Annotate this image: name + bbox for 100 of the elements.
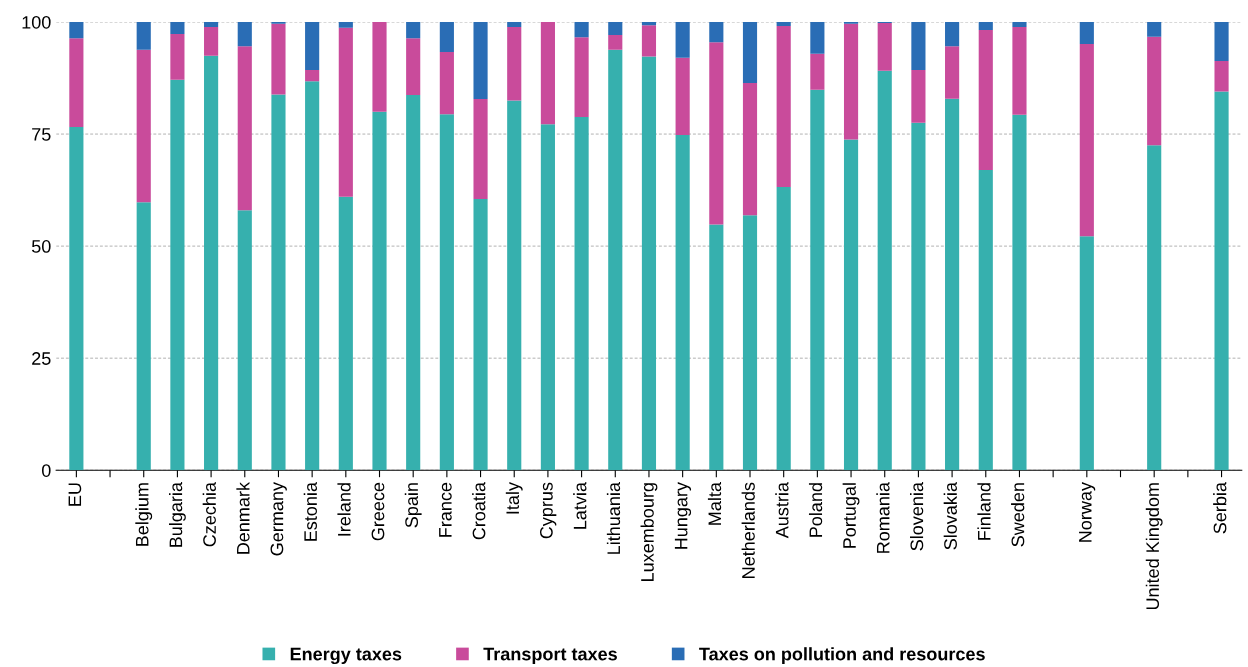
x-tick-label: Spain	[404, 483, 422, 528]
bar	[305, 81, 320, 471]
bar	[204, 26, 219, 56]
x-tick-label: Ireland	[337, 483, 351, 536]
bar	[439, 114, 454, 471]
x-tick-label: Italy	[505, 482, 523, 514]
y-tick-label: 100	[22, 15, 51, 29]
x-tick-label: Cyprus	[539, 482, 557, 539]
bar	[204, 22, 219, 27]
y-tick-label: 25	[32, 352, 51, 365]
x-tick-label: Estonia	[303, 482, 317, 541]
bar	[170, 22, 185, 35]
bar	[978, 169, 993, 471]
bar	[1079, 236, 1094, 471]
bar	[641, 22, 657, 26]
bar	[439, 52, 454, 115]
bar	[641, 25, 657, 57]
bar	[709, 224, 724, 471]
x-tick-label: Poland	[808, 483, 823, 537]
x-tick-label: Denmark	[236, 482, 250, 554]
bar	[742, 215, 758, 471]
bar	[372, 22, 387, 112]
bar	[574, 22, 589, 38]
x-tick-label: Bulgaria	[169, 482, 186, 547]
bar	[675, 134, 690, 471]
x-tick-label: Slovenia	[910, 482, 924, 551]
bar	[1214, 22, 1229, 62]
bar	[136, 22, 151, 50]
x-tick-label: France	[439, 482, 452, 537]
x-tick-label: Sweden	[1011, 483, 1025, 547]
bar	[1147, 36, 1162, 146]
bar	[776, 26, 791, 187]
bar	[237, 46, 252, 211]
bar	[1079, 22, 1094, 44]
bar	[911, 69, 926, 123]
x-tick-label: Belgium	[135, 483, 153, 546]
x-tick-label: Romania	[876, 482, 890, 553]
bar	[540, 124, 555, 471]
x-tick-label: United Kingdom	[1145, 483, 1163, 610]
bar	[507, 22, 522, 27]
bar	[1214, 91, 1229, 471]
bar	[742, 22, 758, 83]
x-tick-label: Serbia	[1213, 482, 1227, 534]
bar	[1012, 114, 1027, 471]
bar	[305, 69, 320, 82]
bar	[338, 27, 353, 197]
x-tick-label: Slovakia	[943, 482, 957, 550]
x-tick-label: Austria	[775, 482, 789, 539]
x-tick-label: EU	[68, 483, 82, 506]
bar	[641, 56, 657, 471]
bar	[978, 30, 993, 170]
bar	[271, 23, 286, 95]
bar	[675, 22, 690, 58]
bar	[507, 100, 522, 471]
bar	[1012, 26, 1027, 115]
bar	[776, 186, 791, 471]
bar	[776, 22, 791, 27]
x-tick-label: Portugal	[842, 483, 860, 548]
bar	[136, 202, 151, 471]
legend-label: Taxes on pollution and resources	[699, 647, 985, 665]
bar	[810, 89, 825, 471]
y-tick-label: 0	[41, 464, 51, 477]
bar	[911, 122, 926, 471]
bar	[742, 82, 758, 216]
bar	[271, 94, 286, 471]
bar	[810, 22, 825, 54]
bar	[237, 22, 252, 47]
bar	[406, 22, 421, 39]
bar	[608, 22, 623, 36]
bar	[1147, 145, 1162, 471]
bar	[608, 35, 623, 50]
x-tick-label: Greece	[371, 482, 385, 541]
x-tick-label: Malta	[707, 482, 722, 525]
bar	[1079, 43, 1094, 237]
bar	[843, 139, 859, 471]
bar	[338, 196, 353, 471]
bar	[1214, 61, 1229, 92]
bar	[1147, 22, 1162, 37]
bar	[305, 22, 320, 70]
y-tick-label: 50	[31, 240, 51, 253]
bar	[540, 22, 555, 125]
x-tick-label: Lithuania	[606, 482, 621, 554]
bar	[608, 49, 623, 471]
bar	[810, 53, 825, 90]
x-tick-label: Croatia	[472, 482, 486, 540]
bar	[439, 22, 454, 53]
bar	[709, 22, 724, 43]
bar	[978, 22, 993, 31]
bar	[204, 55, 219, 471]
bar	[372, 111, 387, 471]
bar	[945, 46, 960, 99]
bar	[406, 38, 421, 96]
bar	[473, 22, 488, 100]
x-tick-label: Netherlands	[741, 482, 755, 578]
y-tick-label: 75	[32, 128, 51, 141]
bar	[136, 49, 151, 203]
bar	[473, 99, 488, 200]
bar	[237, 210, 252, 471]
bar	[69, 22, 84, 39]
bar	[170, 79, 185, 471]
